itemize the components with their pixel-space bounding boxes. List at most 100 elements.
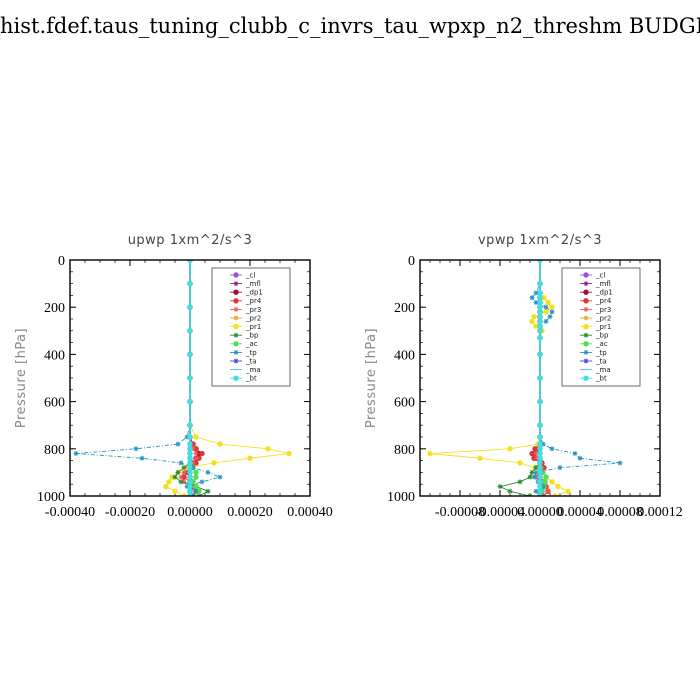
legend-swatch-marker	[233, 341, 239, 347]
legend-label: _pr2	[595, 314, 611, 322]
legend-label: _cl	[245, 271, 255, 279]
legend-item-pr1: _pr1	[580, 323, 611, 331]
data-point	[205, 469, 211, 475]
data-point	[181, 469, 187, 475]
data-point	[187, 446, 193, 452]
data-point	[193, 474, 199, 480]
legend-item-cl: _cl	[230, 271, 255, 279]
data-point	[163, 483, 169, 490]
legend-item-pr3: _pr3	[580, 306, 611, 314]
legend-item-tp: _tp	[580, 349, 607, 357]
data-point	[517, 460, 523, 466]
data-point	[543, 318, 549, 324]
data-point	[205, 488, 211, 494]
legend-label: _pr1	[245, 323, 261, 331]
data-point	[555, 483, 561, 490]
legend-swatch-marker	[233, 323, 239, 330]
data-point	[565, 488, 571, 494]
data-point	[187, 455, 193, 461]
data-point	[187, 460, 193, 466]
data-point	[507, 446, 513, 452]
data-point	[549, 309, 555, 315]
legend-label: _dp1	[595, 289, 613, 297]
x-tick-label: 0.00008	[597, 505, 643, 520]
data-point	[427, 450, 433, 457]
x-tick-label: -0.00040	[45, 505, 95, 520]
data-point	[181, 479, 187, 485]
y-axis-label: Pressure [hPa]	[14, 328, 29, 428]
data-point	[527, 474, 533, 480]
data-point	[247, 455, 253, 461]
data-point	[549, 304, 555, 310]
y-tick-label: 200	[44, 301, 65, 316]
legend-label: _ma	[595, 366, 611, 374]
data-point	[533, 290, 539, 296]
legend-item-bt: _bt	[230, 375, 257, 383]
data-point	[542, 479, 548, 485]
legend-swatch-marker	[583, 281, 589, 287]
legend-swatch-marker	[233, 315, 239, 321]
data-point	[477, 455, 483, 461]
legend-item-ac: _ac	[230, 340, 258, 348]
legend-item-pr3: _pr3	[230, 306, 261, 314]
plot-frame	[419, 259, 661, 497]
legend-swatch-marker	[583, 375, 589, 381]
y-tick-label: 200	[394, 301, 415, 316]
data-point	[537, 460, 543, 466]
data-point	[190, 446, 196, 452]
data-point	[199, 450, 205, 457]
data-point	[181, 465, 187, 471]
legend-item-bp: _bp	[580, 332, 609, 340]
data-point	[537, 295, 543, 301]
data-point	[199, 479, 205, 485]
data-point	[545, 488, 551, 494]
legend-item-mfl: _mfl	[580, 280, 611, 288]
panel-title: vpwp 1xm^2/s^3	[478, 233, 602, 248]
data-point	[178, 460, 184, 466]
data-point	[178, 479, 184, 485]
legend-item-dp1: _dp1	[580, 289, 613, 297]
data-point	[175, 469, 181, 475]
data-point	[187, 375, 193, 381]
data-point	[184, 484, 190, 490]
legend-item-dp1: _dp1	[230, 289, 263, 297]
data-point	[529, 469, 535, 475]
data-point	[617, 460, 623, 466]
legend-swatch-marker	[583, 315, 589, 321]
x-tick-label: 0.00000	[167, 505, 213, 520]
data-point	[534, 474, 540, 480]
data-point	[577, 455, 583, 461]
data-point	[537, 474, 543, 480]
legend-label: _dp1	[245, 289, 263, 297]
data-point	[537, 351, 543, 358]
data-point	[265, 446, 271, 452]
figure-title: hist.fdef.taus_tuning_clubb_c_invrs_tau_…	[0, 14, 700, 38]
legend-swatch-marker	[583, 349, 589, 355]
legend-swatch-marker	[583, 341, 589, 347]
data-point	[193, 488, 199, 494]
x-tick-label: -0.00004	[475, 505, 525, 520]
series-pr1	[427, 260, 571, 496]
legend-item-pr4: _pr4	[580, 297, 612, 305]
legend-swatch-marker	[233, 306, 239, 312]
data-point	[543, 309, 549, 315]
data-point	[187, 398, 193, 405]
legend-swatch-marker	[233, 289, 239, 295]
legend-swatch-marker	[233, 358, 239, 364]
data-point	[193, 483, 199, 490]
data-point	[187, 483, 193, 490]
data-point	[532, 446, 538, 452]
legend-swatch-marker	[583, 298, 589, 304]
legend-label: _pr3	[245, 306, 261, 314]
y-tick-label: 1000	[387, 490, 415, 505]
data-point	[549, 479, 555, 485]
legend-item-ma: _ma	[230, 366, 261, 374]
data-point	[187, 469, 193, 476]
data-point	[537, 479, 543, 485]
data-point	[537, 422, 543, 428]
y-tick-label: 600	[44, 396, 65, 411]
y-tick-label: 400	[394, 348, 415, 363]
y-tick-label: 0	[58, 254, 65, 269]
